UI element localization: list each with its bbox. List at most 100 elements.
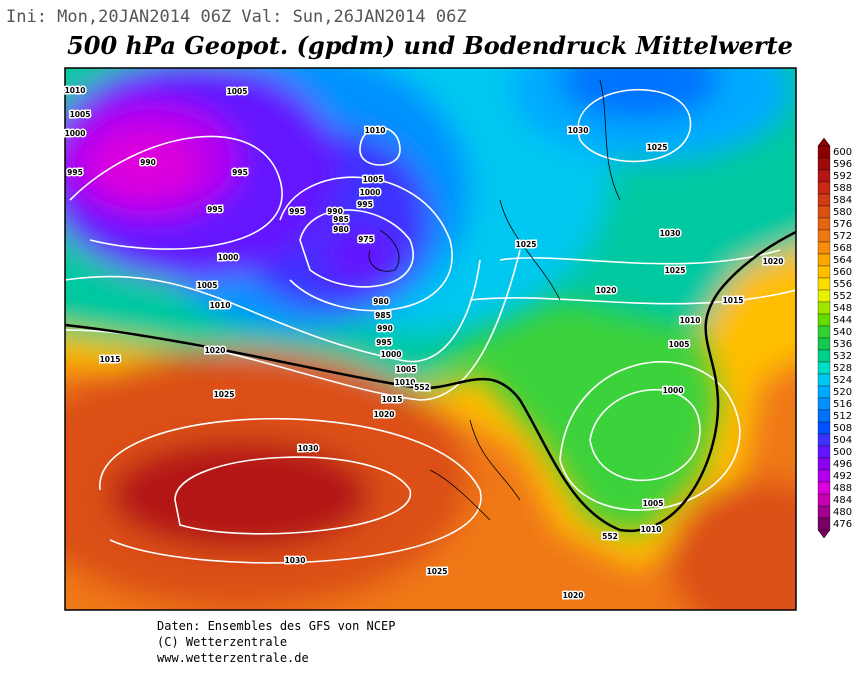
legend-swatch xyxy=(817,157,831,171)
legend-label: 544 xyxy=(833,315,852,326)
legend-swatch xyxy=(817,313,831,327)
legend-label: 492 xyxy=(833,471,852,482)
legend-label: 532 xyxy=(833,351,852,362)
legend-swatch xyxy=(817,349,831,363)
legend-label: 556 xyxy=(833,279,852,290)
isobar-label: 1000 xyxy=(218,253,239,262)
isobar-label: 985 xyxy=(333,215,349,224)
legend-arrow xyxy=(817,137,831,147)
legend-swatch xyxy=(817,469,831,483)
legend-label: 588 xyxy=(833,183,852,194)
legend-swatch xyxy=(817,337,831,351)
legend-label: 552 xyxy=(833,291,852,302)
legend-swatch xyxy=(817,169,831,183)
legend-label: 508 xyxy=(833,423,852,434)
legend-swatch xyxy=(817,385,831,399)
isobar-label: 995 xyxy=(376,338,392,347)
isobar-label: 990 xyxy=(140,158,156,167)
isobar-label: 1020 xyxy=(763,257,784,266)
legend-label: 564 xyxy=(833,255,852,266)
isobar-label: 1005 xyxy=(363,175,384,184)
legend-label: 580 xyxy=(833,207,852,218)
legend-swatch xyxy=(817,265,831,279)
isobar-label: 1020 xyxy=(596,286,617,295)
legend-swatch xyxy=(817,181,831,195)
isobar-label: 1015 xyxy=(723,296,744,305)
isobar-label: 1030 xyxy=(568,126,589,135)
isobar-label: 1005 xyxy=(227,87,248,96)
isobar-label: 1020 xyxy=(563,591,584,600)
map-frame xyxy=(64,67,797,611)
legend-label: 520 xyxy=(833,387,852,398)
isobar-label: 1000 xyxy=(360,188,381,197)
isobar-label: 980 xyxy=(373,297,389,306)
legend-swatch xyxy=(817,517,831,531)
legend-label: 504 xyxy=(833,435,852,446)
isobar-label: 1030 xyxy=(660,229,681,238)
isobar-label: 985 xyxy=(375,311,391,320)
isobar-label: 552 xyxy=(602,532,618,541)
legend-swatch xyxy=(817,361,831,375)
legend-label: 476 xyxy=(833,519,852,530)
legend-arrow xyxy=(817,529,831,539)
isobar-label: 1015 xyxy=(382,395,403,404)
isobar-label: 990 xyxy=(377,324,393,333)
legend-swatch xyxy=(817,421,831,435)
isobar-label: 1025 xyxy=(647,143,668,152)
isobar-label: 1020 xyxy=(374,410,395,419)
isobar-label: 1025 xyxy=(665,266,686,275)
legend-label: 572 xyxy=(833,231,852,242)
isobar-label: 1010 xyxy=(210,301,231,310)
isobar-label: 1025 xyxy=(214,390,235,399)
isobar-label: 1000 xyxy=(65,129,86,138)
legend-swatch xyxy=(817,505,831,519)
isobar-label: 1010 xyxy=(365,126,386,135)
isobar-label: 975 xyxy=(358,235,374,244)
footer-text: www.wetterzentrale.de xyxy=(157,651,309,665)
isobar-label: 552 xyxy=(414,383,430,392)
legend-swatch xyxy=(817,205,831,219)
legend-swatch xyxy=(817,445,831,459)
legend-label: 584 xyxy=(833,195,852,206)
legend-swatch xyxy=(817,145,831,159)
legend-swatch xyxy=(817,409,831,423)
isobar-label: 1015 xyxy=(100,355,121,364)
legend-label: 592 xyxy=(833,171,852,182)
isobar-label: 995 xyxy=(67,168,83,177)
isobar-label: 1030 xyxy=(285,556,306,565)
isobar-label: 1005 xyxy=(396,365,417,374)
legend-label: 524 xyxy=(833,375,852,386)
isobar-label: 1000 xyxy=(381,350,402,359)
legend-label: 500 xyxy=(833,447,852,458)
legend-label: 540 xyxy=(833,327,852,338)
legend-swatch xyxy=(817,229,831,243)
isobar-label: 995 xyxy=(207,205,223,214)
legend-label: 548 xyxy=(833,303,852,314)
legend-label: 568 xyxy=(833,243,852,254)
isobar-label: 1020 xyxy=(205,346,226,355)
legend-swatch xyxy=(817,433,831,447)
legend-label: 488 xyxy=(833,483,852,494)
legend-label: 596 xyxy=(833,159,852,170)
legend-swatch xyxy=(817,241,831,255)
isobar-label: 1010 xyxy=(680,316,701,325)
isobar-label: 1010 xyxy=(641,525,662,534)
legend-label: 480 xyxy=(833,507,852,518)
legend-swatch xyxy=(817,301,831,315)
legend-label: 560 xyxy=(833,267,852,278)
isobar-label: 1025 xyxy=(516,240,537,249)
isobar-label: 1030 xyxy=(298,444,319,453)
legend-label: 576 xyxy=(833,219,852,230)
isobar-label: 995 xyxy=(232,168,248,177)
legend-swatch xyxy=(817,373,831,387)
isobar-label: 1005 xyxy=(70,110,91,119)
legend-swatch xyxy=(817,289,831,303)
legend-swatch xyxy=(817,397,831,411)
run-info: Ini: Mon,20JAN2014 06Z Val: Sun,26JAN201… xyxy=(6,7,467,27)
isobar-label: 1005 xyxy=(669,340,690,349)
map-field xyxy=(65,68,796,610)
legend-label: 600 xyxy=(833,147,852,158)
map-title: 500 hPa Geopot. (gpdm) und Bodendruck Mi… xyxy=(67,31,793,60)
isobar-label: 1005 xyxy=(197,281,218,290)
